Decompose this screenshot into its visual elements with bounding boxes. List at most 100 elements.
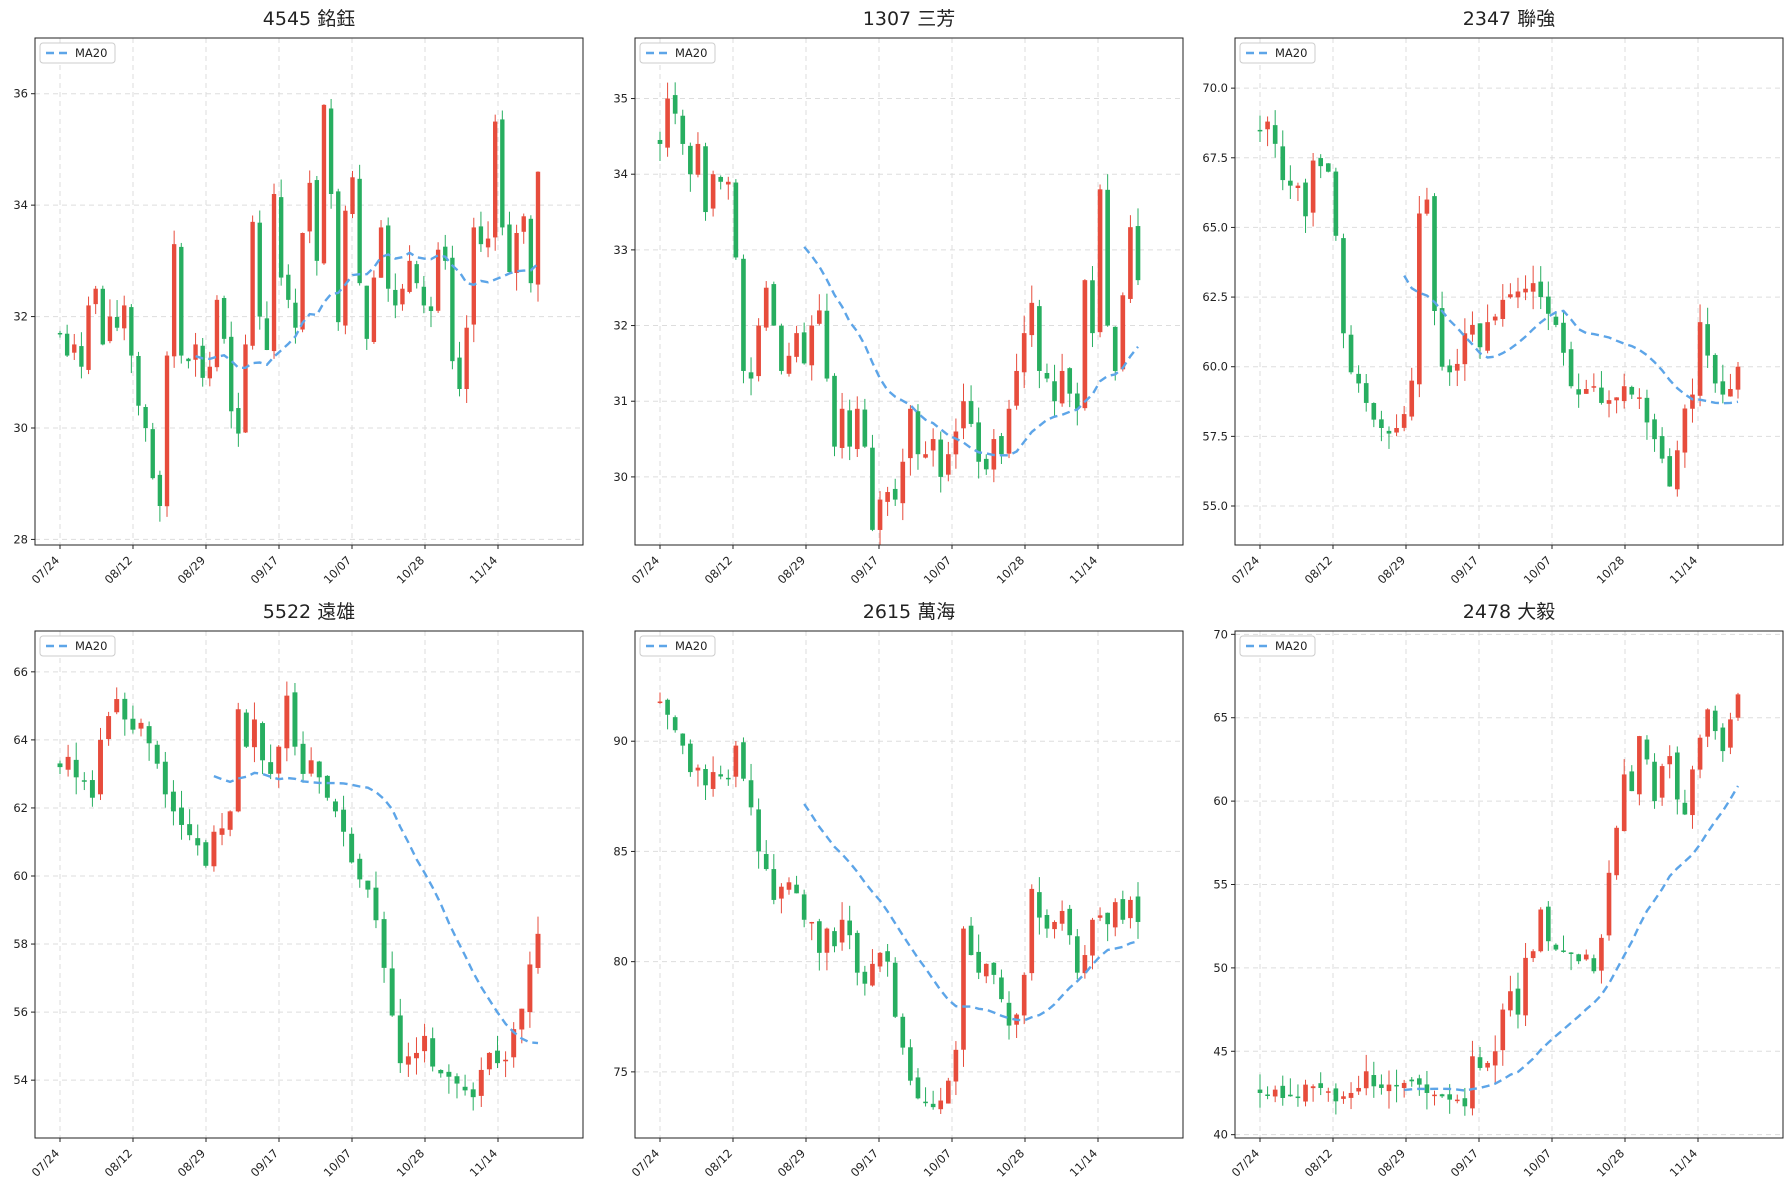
candle-body <box>1432 196 1437 311</box>
candle-body <box>718 774 724 777</box>
candle-body <box>1341 1096 1346 1099</box>
y-tick-label: 30 <box>13 421 28 435</box>
candle-body <box>999 977 1004 1000</box>
candle-body <box>1629 771 1635 792</box>
candle-body <box>292 692 298 747</box>
x-tick-label: 09/17 <box>248 553 281 586</box>
y-tick-label: 55.0 <box>1202 499 1228 513</box>
candle-body <box>1674 450 1680 490</box>
candle-body <box>1439 308 1445 367</box>
candle-body <box>1265 1094 1270 1096</box>
plot-frame <box>634 37 1184 546</box>
x-tick-label: 07/24 <box>1229 1146 1262 1179</box>
y-tick-label: 62.5 <box>1202 290 1228 304</box>
candle-body <box>1530 283 1536 292</box>
candle-body <box>106 716 112 740</box>
candle-body <box>343 210 348 326</box>
candle-body <box>1379 1084 1384 1088</box>
candle-body <box>908 1047 913 1081</box>
candle-body <box>817 310 822 324</box>
candle-body <box>741 742 746 779</box>
x-tick-label: 10/07 <box>1521 553 1554 586</box>
candle-body <box>211 831 217 867</box>
candle-body <box>114 699 120 713</box>
candle-body <box>500 119 505 228</box>
candle-body <box>1667 456 1673 487</box>
candle-body <box>271 194 277 352</box>
candle-body <box>203 842 209 866</box>
candle-body <box>1037 892 1042 918</box>
candle-body <box>1333 1088 1339 1102</box>
candle-body <box>1515 988 1521 1015</box>
candle-body <box>1583 389 1589 394</box>
candle-body <box>336 191 341 323</box>
candle-body <box>1318 1083 1324 1088</box>
y-tick-label: 90 <box>613 734 628 748</box>
candle-body <box>187 824 193 836</box>
candle-body <box>1462 333 1468 365</box>
candle-body <box>443 246 448 261</box>
candle-body <box>1432 1094 1437 1097</box>
candle-body <box>138 722 144 729</box>
legend: MA20 <box>39 42 116 64</box>
candle-body <box>264 318 270 350</box>
candle-body <box>462 1086 468 1091</box>
candle-body <box>1112 326 1118 371</box>
candle-body <box>276 746 282 774</box>
candle-body <box>1082 280 1088 409</box>
candle-body <box>1417 213 1422 385</box>
y-tick-label: 54 <box>13 1073 28 1087</box>
candle-body <box>1697 737 1703 770</box>
candle-body <box>328 108 334 194</box>
candle-body <box>1424 199 1430 214</box>
candle-body <box>389 968 395 1016</box>
y-tick-label: 70.0 <box>1202 81 1228 95</box>
candle-body <box>1667 756 1673 765</box>
x-tick-label: 10/28 <box>394 553 427 586</box>
candle-body <box>695 767 701 771</box>
candle-body <box>535 171 541 285</box>
y-tick-label: 75 <box>613 1065 628 1079</box>
candle-body <box>725 777 731 780</box>
candle-body <box>1652 761 1657 802</box>
candle-body <box>251 719 257 748</box>
candle-body <box>507 224 512 272</box>
legend: MA20 <box>639 635 716 657</box>
candle-body <box>1599 937 1604 971</box>
x-tick-label: 10/07 <box>921 1146 954 1179</box>
candle-body <box>357 178 362 284</box>
candle-body <box>688 145 693 175</box>
candle-body <box>1712 710 1718 732</box>
legend-label: MA20 <box>1275 46 1307 60</box>
candle-body <box>794 333 799 357</box>
candle-body <box>877 499 883 530</box>
candle-body <box>122 305 127 329</box>
candle-body <box>349 833 355 863</box>
x-tick-label: 10/07 <box>921 553 954 586</box>
candle-body <box>703 769 708 786</box>
candle-body <box>710 174 716 209</box>
candle-body <box>1454 1099 1460 1102</box>
candle-body <box>1447 1094 1452 1100</box>
plot-frame <box>634 630 1184 1139</box>
candle-body <box>908 408 913 459</box>
candle-body <box>1052 381 1057 402</box>
candle-body <box>1135 896 1141 922</box>
candle-body <box>1409 1079 1415 1082</box>
candle-body <box>107 316 113 342</box>
candle-body <box>695 143 701 175</box>
candle-body <box>365 880 371 890</box>
candle-body <box>535 933 541 968</box>
candle-body <box>129 307 134 356</box>
candle-body <box>1265 121 1270 130</box>
candle-body <box>98 739 103 795</box>
candle-body <box>350 177 355 215</box>
candle-body <box>1257 129 1263 132</box>
legend-box <box>1239 42 1316 64</box>
x-tick-label: 10/28 <box>1594 1146 1627 1179</box>
y-tick-label: 36 <box>13 87 28 101</box>
candle-body <box>332 801 338 812</box>
x-tick-label: 08/12 <box>102 1146 135 1179</box>
x-tick-label: 10/28 <box>1594 553 1627 586</box>
ma20-line <box>195 251 539 369</box>
